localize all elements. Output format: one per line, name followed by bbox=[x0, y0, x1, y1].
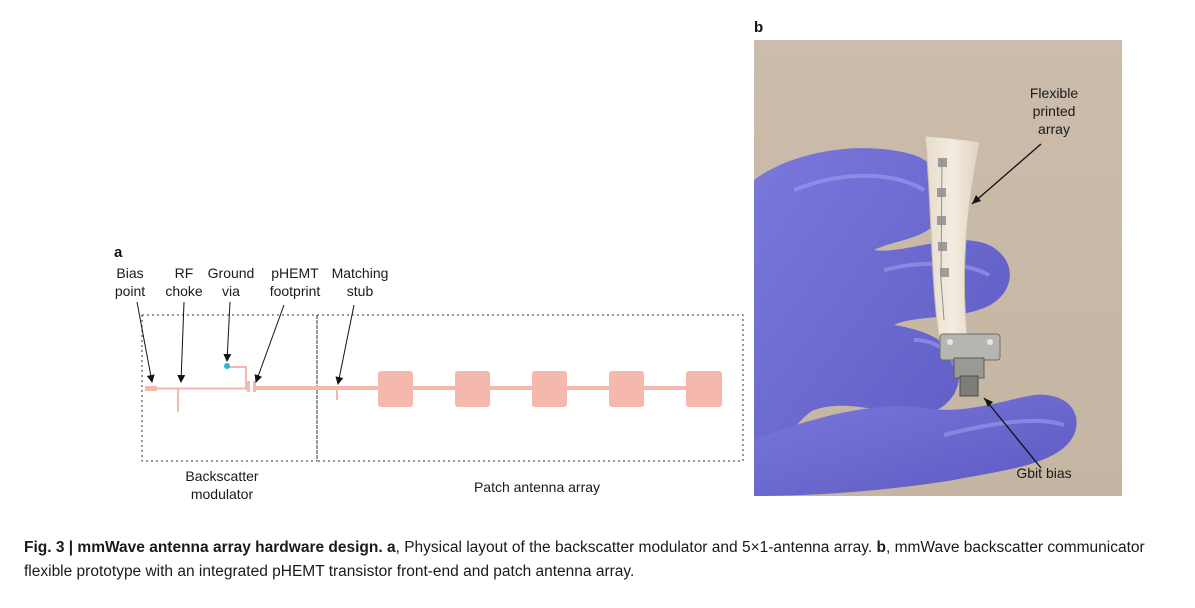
caption-b-text: , mmWave backscatter communicator flexib… bbox=[24, 539, 1145, 580]
patch-3 bbox=[532, 371, 567, 407]
bias-point-pad bbox=[145, 386, 157, 391]
phemt-footprint-arrow bbox=[254, 304, 285, 383]
patch-1 bbox=[378, 371, 413, 407]
ground-via-label: Ground via bbox=[207, 265, 255, 299]
phemt-footprint-label: pHEMT footprint bbox=[269, 265, 321, 299]
connector-barrel bbox=[959, 375, 979, 397]
caption-title: Fig. 3 | mmWave antenna array hardware d… bbox=[24, 539, 387, 556]
feed-segment-4 bbox=[644, 386, 686, 390]
bias-point-arrow bbox=[136, 301, 155, 383]
patch-5 bbox=[686, 371, 722, 407]
prototype-photo bbox=[754, 40, 1122, 496]
patch-antenna-array-label: Patch antenna array bbox=[473, 479, 601, 495]
glove-thumb bbox=[754, 394, 1077, 496]
photo-patch-1 bbox=[938, 158, 947, 167]
matching-stub-label: Matching stub bbox=[331, 265, 389, 299]
caption-a-letter: a bbox=[386, 539, 396, 556]
phemt-pad-left bbox=[247, 381, 250, 392]
phemt-pad-right bbox=[253, 381, 256, 392]
gbit-bias-label: Gbit bias bbox=[1016, 465, 1072, 481]
backscatter-modulator-label: Backscatter modulator bbox=[185, 468, 259, 502]
ground-line-v bbox=[245, 366, 247, 390]
bias-point-label: Bias point bbox=[114, 265, 146, 299]
rf-choke-stub bbox=[177, 389, 179, 412]
glove-fingers bbox=[754, 148, 1010, 496]
connector-flange bbox=[939, 333, 1001, 361]
feed-segment-1 bbox=[413, 386, 455, 390]
ground-line-h bbox=[227, 366, 247, 368]
flexible-printed-array-label: Flexible printed array bbox=[1029, 85, 1079, 137]
feed-segment-2 bbox=[490, 386, 532, 390]
ground-via-dot bbox=[224, 363, 230, 369]
caption-a-text: , Physical layout of the backscatter mod… bbox=[395, 539, 877, 556]
caption-b-letter: b bbox=[876, 539, 886, 556]
photo-patch-4 bbox=[938, 242, 947, 251]
figure-caption: Fig. 3 | mmWave antenna array hardware d… bbox=[24, 536, 1174, 584]
gbit-bias-arrow bbox=[983, 397, 1042, 469]
matching-stub bbox=[336, 390, 338, 400]
ground-via-arrow bbox=[223, 301, 232, 362]
rf-choke-label: RF choke bbox=[165, 265, 203, 299]
rf-choke-arrow bbox=[177, 301, 186, 383]
patch-2 bbox=[455, 371, 490, 407]
patch-4 bbox=[609, 371, 644, 407]
connector-body bbox=[953, 357, 985, 379]
feed-line bbox=[256, 386, 381, 390]
bias-line bbox=[157, 387, 247, 390]
panel-a-letter: a bbox=[114, 244, 123, 261]
photo-patch-5 bbox=[940, 268, 949, 277]
layout-diagram bbox=[136, 301, 744, 462]
flexible-array-arrow bbox=[971, 143, 1042, 205]
matching-stub-arrow bbox=[335, 304, 355, 385]
panel-b-letter: b bbox=[754, 19, 764, 36]
feed-segment-3 bbox=[567, 386, 609, 390]
